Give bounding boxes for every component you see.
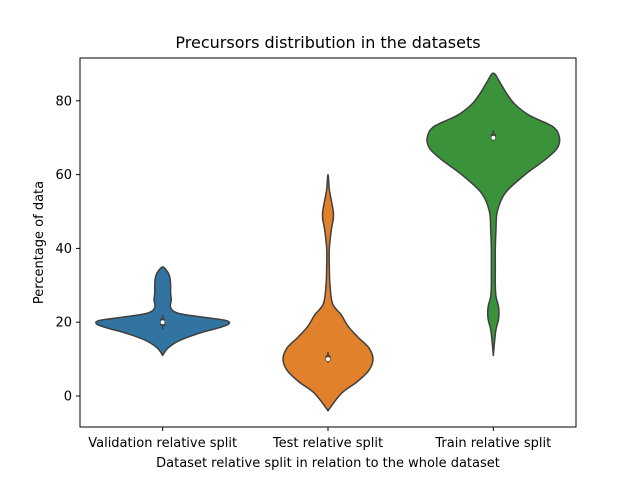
y-tick-label: 0 bbox=[64, 390, 72, 405]
violin-median-1 bbox=[160, 320, 165, 325]
x-tick-label: Test relative split bbox=[272, 436, 383, 451]
violin-3 bbox=[426, 72, 561, 357]
y-tick-label: 40 bbox=[55, 242, 72, 257]
x-axis-label: Dataset relative split in relation to th… bbox=[156, 456, 500, 471]
violin-median-3 bbox=[491, 135, 496, 140]
y-tick-label: 20 bbox=[55, 316, 72, 331]
x-tick-label: Validation relative split bbox=[88, 436, 237, 451]
y-axis: 0 20 40 60 80 bbox=[55, 94, 80, 405]
x-axis: Validation relative split Test relative s… bbox=[88, 427, 551, 451]
y-tick-label: 60 bbox=[55, 168, 72, 183]
chart-title: Precursors distribution in the datasets bbox=[175, 33, 480, 52]
violin-1 bbox=[95, 266, 231, 357]
y-tick-label: 80 bbox=[55, 94, 72, 109]
plot-area bbox=[95, 72, 561, 412]
y-axis-label: Percentage of data bbox=[32, 181, 47, 304]
x-tick-label: Train relative split bbox=[434, 436, 551, 451]
violin-2 bbox=[282, 173, 374, 412]
violin-median-2 bbox=[326, 357, 330, 362]
